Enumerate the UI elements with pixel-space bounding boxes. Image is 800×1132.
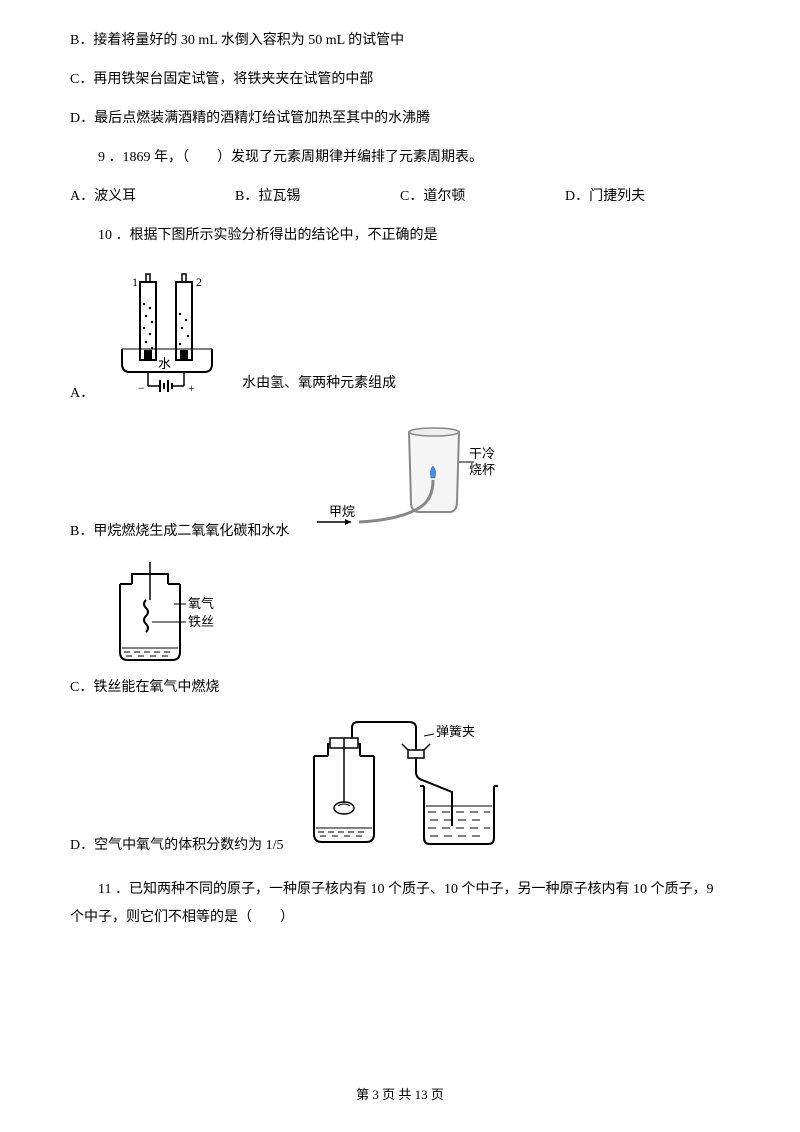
beaker-label-1: 干冷 xyxy=(469,446,495,461)
beaker-label-2: 烧杯 xyxy=(469,462,495,477)
page-footer: 第 3 页 共 13 页 xyxy=(0,1085,800,1105)
q10-option-a-row: A． 1 2 水 xyxy=(70,264,730,404)
option-b: B．接着将量好的 30 mL 水倒入容积为 50 mL 的试管中 xyxy=(70,30,730,51)
q10-option-c-row: 氧气 铁丝 C．铁丝能在氧气中燃烧 xyxy=(70,560,730,698)
air-fraction-diagram: 弹簧夹 xyxy=(294,716,504,856)
iron-label: 铁丝 xyxy=(188,614,214,629)
q10-a-text: 水由氢、氧两种元素组成 xyxy=(242,373,396,404)
option-d: D．最后点燃装满酒精的酒精灯给试管加热至其中的水沸腾 xyxy=(70,108,730,129)
clip-label: 弹簧夹 xyxy=(436,724,475,739)
q9-b: B．拉瓦锡 xyxy=(235,186,400,207)
q10-option-d-row: D．空气中氧气的体积分数约为 1/5 xyxy=(70,716,730,856)
methane-diagram: 甲烷 干冷 烧杯 xyxy=(299,422,499,542)
q10-stem: 10 ．根据下图所示实验分析得出的结论中，不正确的是 xyxy=(70,225,730,246)
q9-a: A．波义耳 xyxy=(70,186,235,207)
methane-label: 甲烷 xyxy=(329,504,355,519)
o2-label: 氧气 xyxy=(188,596,214,611)
q10-a-label: A． xyxy=(70,383,94,404)
label-2: 2 xyxy=(196,275,202,289)
q9-choices: A．波义耳 B．拉瓦锡 C．道尔顿 D．门捷列夫 xyxy=(70,186,730,207)
q9-c: C．道尔顿 xyxy=(400,186,565,207)
q9-d: D．门捷列夫 xyxy=(565,186,730,207)
label-1: 1 xyxy=(132,275,138,289)
option-c: C．再用铁架台固定试管，将铁夹夹在试管的中部 xyxy=(70,69,730,90)
q9-stem: 9 ．1869 年，（ ）发现了元素周期律并编排了元素周期表。 xyxy=(70,147,730,168)
q10-option-b-row: B．甲烷燃烧生成二氧氧化碳和水水 甲烷 干冷 烧杯 xyxy=(70,422,730,542)
q10-c: C．铁丝能在氧气中燃烧 xyxy=(70,677,730,698)
svg-text:−: − xyxy=(138,381,145,395)
q10-d: D．空气中氧气的体积分数约为 1/5 xyxy=(70,835,284,856)
iron-oxygen-diagram: 氧气 铁丝 xyxy=(90,560,240,670)
q11-stem: 11 ．已知两种不同的原子，一种原子核内有 10 个质子、10 个中子，另一种原… xyxy=(70,876,730,932)
electrolysis-diagram: 1 2 水 − xyxy=(102,264,232,404)
water-label: 水 xyxy=(158,356,171,371)
svg-text:+: + xyxy=(188,381,195,395)
q10-b: B．甲烷燃烧生成二氧氧化碳和水水 xyxy=(70,521,289,542)
